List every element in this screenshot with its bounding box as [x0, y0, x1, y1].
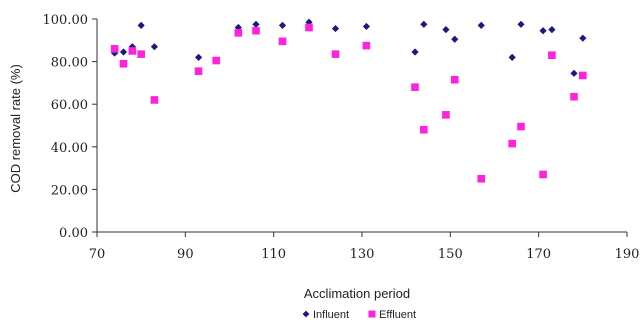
effluent-point	[539, 170, 547, 179]
influent-point	[442, 26, 450, 34]
y-tick-label: 80.00	[51, 56, 88, 71]
influent-point	[451, 35, 459, 43]
effluent-point	[420, 125, 428, 134]
legend-influent-marker	[302, 310, 310, 318]
influent-point	[477, 21, 485, 29]
effluent-point	[150, 96, 159, 104]
legend: Influent Effluent	[302, 309, 416, 321]
influent-point	[517, 20, 525, 28]
effluent-point	[252, 26, 260, 35]
effluent-point	[517, 122, 525, 131]
effluent-point	[119, 59, 128, 68]
influent-point	[508, 53, 516, 61]
x-tick-label: 70	[89, 247, 106, 262]
x-tick-label: 90	[177, 247, 194, 262]
effluent-point	[212, 56, 221, 65]
effluent-point	[508, 139, 516, 148]
effluent-point	[128, 47, 137, 55]
x-axis-ticks: 70 90 110 130 150 170 190	[89, 232, 640, 262]
effluent-point	[570, 92, 578, 101]
x-tick-label: 130	[350, 247, 375, 262]
effluent-point	[450, 75, 459, 84]
series-influent	[111, 18, 587, 77]
y-axis-ticks: 0.00 20.00 40.00 60.00 80.00 100.00	[43, 13, 97, 241]
influent-point	[119, 48, 128, 56]
effluent-point	[331, 50, 340, 58]
y-axis-title: COD removal rate (%)	[8, 64, 23, 193]
influent-point	[411, 48, 419, 56]
data-series	[110, 18, 587, 183]
y-tick-label: 0.00	[59, 226, 88, 241]
influent-point	[278, 21, 287, 29]
legend-effluent-marker	[368, 310, 376, 318]
influent-point	[150, 43, 159, 51]
influent-point	[570, 69, 578, 77]
influent-point	[579, 34, 587, 42]
y-tick-label: 60.00	[51, 98, 88, 113]
influent-point	[548, 26, 556, 34]
effluent-point	[278, 37, 287, 46]
legend-label-effluent: Effluent	[379, 309, 416, 321]
effluent-point	[548, 51, 556, 60]
y-tick-label: 20.00	[51, 183, 88, 198]
x-tick-label: 110	[261, 247, 286, 262]
influent-point	[539, 27, 547, 35]
x-tick-label: 190	[615, 247, 640, 262]
y-tick-label: 100.00	[43, 13, 89, 28]
effluent-point	[579, 71, 587, 80]
x-axis-title: Acclimation period	[304, 286, 410, 301]
x-tick-label: 150	[438, 247, 463, 262]
effluent-point	[137, 50, 145, 58]
effluent-point	[194, 67, 203, 75]
effluent-point	[234, 29, 243, 37]
influent-point	[362, 22, 371, 31]
effluent-point	[477, 174, 486, 183]
series-effluent	[110, 23, 587, 183]
effluent-point	[362, 41, 371, 50]
effluent-point	[110, 45, 119, 53]
influent-point	[194, 53, 203, 61]
legend-label-influent: Influent	[313, 309, 349, 321]
y-tick-label: 40.00	[51, 141, 88, 156]
effluent-point	[411, 83, 419, 91]
influent-point	[420, 20, 428, 28]
effluent-point	[305, 23, 313, 32]
influent-point	[252, 20, 260, 28]
effluent-point	[442, 111, 450, 119]
influent-point	[137, 21, 145, 29]
influent-point	[331, 24, 340, 33]
x-tick-label: 170	[526, 247, 551, 262]
